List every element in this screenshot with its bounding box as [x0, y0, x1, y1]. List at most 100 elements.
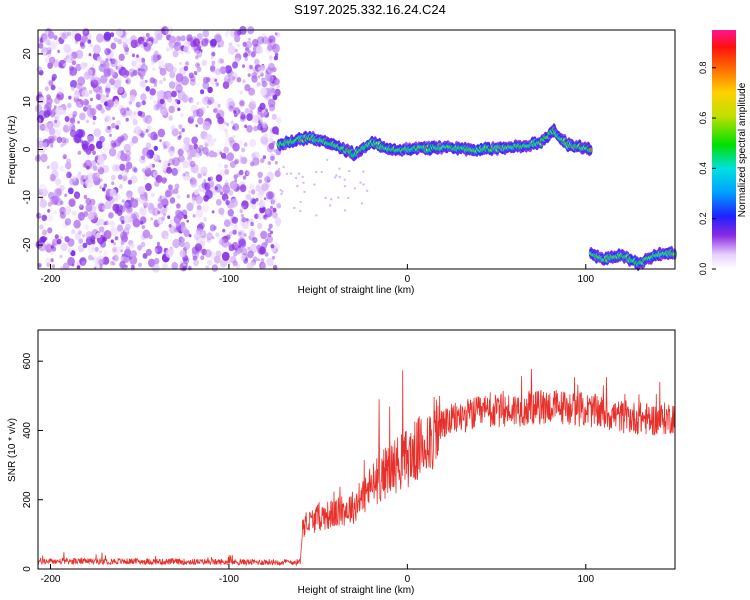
spectral-noise-blob — [40, 197, 43, 201]
spectral-speckle — [297, 172, 301, 175]
spectral-noise-blob — [249, 218, 254, 223]
spectral-noise-blob — [260, 262, 267, 270]
spectral-noise-blob — [54, 178, 62, 186]
spectral-noise-blob — [196, 45, 201, 51]
spectral-noise-blob — [96, 255, 105, 265]
spectral-noise-blob — [247, 250, 254, 259]
spectral-noise-blob — [40, 153, 48, 163]
spectral-noise-blob — [59, 165, 65, 172]
spectral-noise-blob — [166, 47, 170, 52]
spectral-noise-blob — [203, 179, 207, 183]
spectral-noise-blob — [225, 200, 230, 206]
spectral-noise-blob — [196, 66, 202, 73]
spectral-noise-blob — [112, 256, 116, 261]
snr-panel: -200 -100 0 100 0 200 400 600 Height of straig… — [7, 329, 676, 596]
spectral-noise-blob — [36, 66, 42, 73]
spectral-noise-blob — [109, 133, 112, 137]
spectral-noise-blob — [195, 209, 204, 219]
spectral-noise-blob — [138, 196, 146, 205]
spectral-noise-blob — [251, 51, 256, 58]
spectral-noise-blob — [38, 242, 47, 252]
spectral-noise-blob — [140, 64, 148, 73]
spectral-noise-blob — [35, 104, 43, 113]
spectral-noise-blob — [88, 143, 95, 152]
spectral-noise-blob — [274, 32, 278, 36]
x-tick-label: 0 — [405, 574, 411, 585]
spectral-noise-blob — [199, 113, 203, 118]
spectral-noise-blob — [268, 132, 274, 138]
spectral-noise-blob — [116, 209, 123, 216]
spectral-noise-blob — [265, 94, 271, 102]
spectral-noise-blob — [202, 146, 209, 155]
spectral-noise-blob — [218, 207, 225, 215]
spectral-noise-blob — [154, 248, 158, 253]
spectral-noise-blob — [100, 240, 107, 248]
spectral-speckle — [315, 170, 318, 174]
spectral-noise-blob — [270, 199, 276, 205]
spectrogram-marks — [35, 25, 677, 273]
spectral-noise-blob — [172, 50, 179, 58]
spectral-noise-blob — [246, 171, 250, 176]
spectral-noise-blob — [151, 263, 160, 273]
spectral-noise-blob — [126, 109, 133, 117]
spectral-noise-blob — [129, 112, 137, 121]
spectral-noise-blob — [209, 64, 216, 72]
spectral-noise-blob — [85, 68, 93, 78]
spectral-noise-blob — [63, 155, 66, 159]
spectral-noise-blob — [242, 64, 246, 68]
spectral-noise-blob — [123, 143, 131, 153]
spectral-noise-blob — [172, 157, 180, 167]
spectral-noise-blob — [81, 260, 86, 267]
spectral-noise-blob — [274, 88, 281, 97]
spectral-noise-blob — [131, 60, 137, 67]
spectral-noise-blob — [145, 183, 152, 191]
spectral-noise-blob — [200, 130, 208, 140]
spectral-noise-blob — [137, 36, 145, 45]
spectral-noise-blob — [154, 257, 160, 265]
spectral-noise-blob — [47, 227, 53, 234]
spectral-noise-blob — [74, 33, 82, 42]
spectral-noise-blob — [103, 230, 112, 240]
spectral-noise-blob — [223, 121, 227, 125]
spectral-noise-blob — [217, 116, 224, 125]
spectral-noise-blob — [141, 155, 146, 161]
colorbar-tick-label: 0.2 — [698, 212, 708, 225]
spectral-noise-blob — [96, 165, 105, 175]
spectral-noise-blob — [207, 138, 215, 147]
spectral-noise-blob — [202, 81, 210, 90]
spectral-noise-blob — [71, 229, 76, 235]
spectral-noise-blob — [144, 201, 150, 208]
spectral-noise-blob — [139, 206, 147, 216]
spectral-noise-blob — [53, 61, 59, 68]
spectral-noise-blob — [118, 244, 125, 251]
spectral-noise-blob — [252, 101, 256, 105]
spectral-noise-blob — [158, 89, 165, 98]
spectral-noise-blob — [223, 75, 231, 84]
spectral-noise-blob — [195, 169, 200, 175]
spectral-noise-blob — [178, 124, 183, 130]
spectral-noise-blob — [234, 223, 238, 228]
spectral-noise-blob — [70, 250, 76, 257]
spectral-noise-blob — [130, 72, 135, 77]
spectral-noise-blob — [155, 102, 163, 111]
spectral-noise-blob — [229, 180, 238, 190]
spectral-noise-blob — [104, 200, 112, 210]
spectral-noise-blob — [218, 69, 222, 73]
spectral-noise-blob — [137, 186, 145, 195]
spectral-noise-blob — [200, 255, 205, 261]
spectral-noise-blob — [154, 245, 163, 255]
spectral-noise-blob — [116, 64, 122, 71]
spectral-noise-blob — [97, 167, 105, 175]
spectral-noise-blob — [119, 260, 126, 269]
spectral-noise-blob — [66, 174, 70, 179]
spectral-noise-blob — [154, 219, 158, 224]
spectral-noise-blob — [50, 258, 54, 263]
spectral-noise-blob — [173, 41, 182, 52]
spectral-noise-blob — [69, 117, 76, 124]
spectral-noise-blob — [95, 93, 101, 100]
spectral-noise-blob — [251, 115, 259, 124]
spectral-noise-blob — [225, 179, 229, 183]
spectral-noise-blob — [114, 164, 121, 172]
spectral-noise-blob — [99, 88, 103, 94]
spectral-speckle — [362, 183, 365, 186]
